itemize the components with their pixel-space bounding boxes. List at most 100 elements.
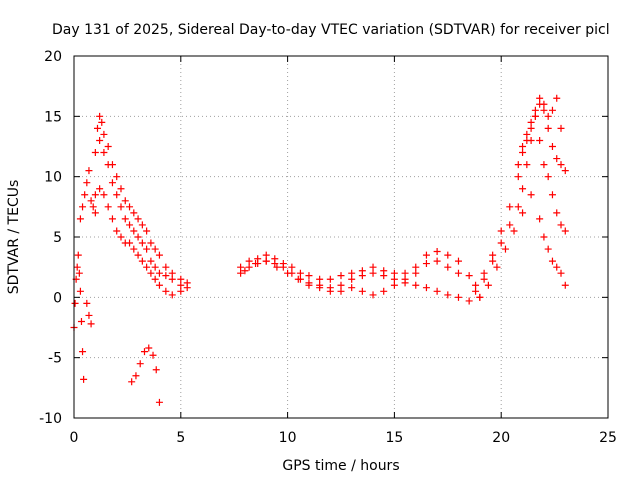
data-point bbox=[177, 281, 185, 289]
data-point bbox=[168, 269, 176, 277]
data-point bbox=[81, 191, 89, 199]
data-point bbox=[284, 269, 292, 277]
x-tick-label: 0 bbox=[70, 430, 79, 446]
data-point bbox=[271, 260, 279, 268]
data-point bbox=[89, 203, 97, 211]
data-point bbox=[553, 94, 561, 102]
data-point bbox=[544, 124, 552, 132]
data-point bbox=[98, 118, 106, 126]
data-point bbox=[134, 251, 142, 259]
data-point bbox=[369, 263, 377, 271]
data-point bbox=[326, 287, 334, 295]
data-point bbox=[454, 269, 462, 277]
data-point bbox=[117, 185, 125, 193]
data-point bbox=[91, 209, 99, 217]
y-tick-label: 0 bbox=[53, 290, 62, 306]
data-point bbox=[561, 167, 569, 175]
data-point bbox=[316, 284, 324, 292]
data-point bbox=[152, 366, 160, 374]
data-point bbox=[489, 251, 497, 259]
data-point bbox=[155, 398, 163, 406]
data-point bbox=[136, 360, 144, 368]
x-tick-label: 15 bbox=[385, 430, 403, 446]
data-point bbox=[151, 263, 159, 271]
y-tick-label: -5 bbox=[48, 351, 62, 367]
data-point bbox=[143, 245, 151, 253]
data-point bbox=[168, 291, 176, 299]
data-point bbox=[454, 257, 462, 265]
data-point bbox=[519, 185, 527, 193]
data-point bbox=[465, 272, 473, 280]
data-point bbox=[241, 267, 249, 275]
data-point bbox=[79, 348, 87, 356]
data-point bbox=[155, 269, 163, 277]
data-point bbox=[444, 251, 452, 259]
data-point bbox=[531, 112, 539, 120]
data-point bbox=[113, 227, 121, 235]
data-point bbox=[540, 161, 548, 169]
data-point bbox=[476, 293, 484, 301]
data-point bbox=[358, 287, 366, 295]
data-point bbox=[87, 320, 95, 328]
data-point bbox=[561, 227, 569, 235]
data-point bbox=[523, 136, 531, 144]
data-point bbox=[348, 284, 356, 292]
y-tick-label: 20 bbox=[44, 49, 62, 65]
data-point bbox=[523, 161, 531, 169]
data-point bbox=[536, 136, 544, 144]
data-point bbox=[76, 287, 84, 295]
data-point bbox=[252, 260, 260, 268]
y-tick-label: 15 bbox=[44, 109, 62, 125]
data-point bbox=[245, 263, 253, 271]
data-point bbox=[91, 191, 99, 199]
data-point bbox=[561, 281, 569, 289]
data-point bbox=[553, 155, 561, 163]
data-point bbox=[380, 272, 388, 280]
data-point bbox=[390, 275, 398, 283]
y-tick-label: 10 bbox=[44, 170, 62, 186]
data-point bbox=[412, 263, 420, 271]
data-point bbox=[540, 233, 548, 241]
data-point bbox=[237, 263, 245, 271]
x-tick-label: 5 bbox=[176, 430, 185, 446]
data-point bbox=[138, 257, 146, 265]
data-point bbox=[454, 293, 462, 301]
data-point bbox=[527, 124, 535, 132]
data-point bbox=[305, 281, 313, 289]
grid-layer bbox=[74, 56, 608, 418]
data-point bbox=[87, 197, 95, 205]
data-point bbox=[412, 281, 420, 289]
data-point bbox=[162, 272, 170, 280]
data-point bbox=[96, 112, 104, 120]
data-point bbox=[262, 257, 270, 265]
data-points-layer bbox=[70, 94, 569, 406]
data-point bbox=[422, 284, 430, 292]
data-point bbox=[514, 173, 522, 181]
data-point bbox=[130, 227, 138, 235]
data-point bbox=[557, 124, 565, 132]
data-point bbox=[465, 297, 473, 305]
data-point bbox=[544, 112, 552, 120]
data-point bbox=[134, 233, 142, 241]
data-point bbox=[151, 245, 159, 253]
data-point bbox=[138, 221, 146, 229]
data-point bbox=[162, 263, 170, 271]
data-point bbox=[540, 106, 548, 114]
y-tick-label: -10 bbox=[39, 411, 62, 427]
data-point bbox=[76, 215, 84, 223]
data-point bbox=[316, 275, 324, 283]
data-point bbox=[168, 275, 176, 283]
data-point bbox=[83, 179, 91, 187]
data-point bbox=[149, 351, 157, 359]
data-point bbox=[91, 149, 99, 157]
data-point bbox=[113, 191, 121, 199]
data-point bbox=[527, 118, 535, 126]
data-point bbox=[433, 257, 441, 265]
data-point bbox=[510, 227, 518, 235]
data-point bbox=[147, 269, 155, 277]
data-point bbox=[104, 143, 112, 150]
data-point bbox=[77, 317, 85, 325]
data-point bbox=[401, 269, 409, 277]
data-point bbox=[126, 221, 134, 229]
data-point bbox=[544, 173, 552, 181]
